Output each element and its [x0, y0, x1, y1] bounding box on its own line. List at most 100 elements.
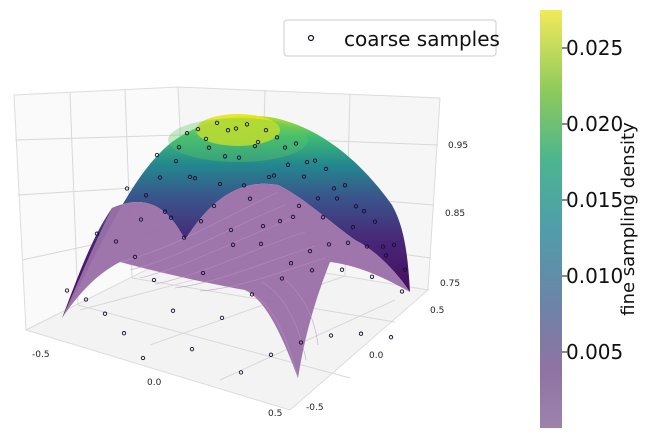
- coarse-sample-marker: [326, 242, 332, 247]
- colorbar-tick-label: 0.005: [566, 340, 623, 364]
- z-tick-label: 0.85: [445, 209, 465, 219]
- coarse-sample-marker: [200, 270, 206, 276]
- coarse-sample-marker: [94, 231, 100, 236]
- surface-back: [62, 115, 410, 318]
- coarse-sample-marker: [189, 346, 195, 352]
- coarse-sample-marker: [228, 227, 234, 233]
- coarse-sample-marker: [233, 126, 239, 131]
- colorbar-tick-label: 0.015: [566, 188, 623, 212]
- coarse-sample-marker: [176, 145, 182, 150]
- coarse-sample-marker: [328, 333, 334, 338]
- coarse-sample-marker: [244, 122, 250, 127]
- y-tick-label: 0.0: [369, 351, 384, 361]
- coarse-sample-marker: [211, 203, 217, 209]
- x-tick-label: -0.5: [32, 350, 50, 360]
- coarse-sample-marker: [206, 145, 212, 150]
- coarse-sample-marker: [391, 242, 397, 247]
- coarse-sample-marker: [138, 217, 144, 222]
- coarse-sample-marker: [170, 308, 176, 313]
- coarse-sample-marker: [225, 128, 231, 133]
- colorbar: 0.005 0.010 0.015 0.020 0.025 fine sampling …: [540, 10, 639, 428]
- coarse-sample-marker: [124, 186, 130, 191]
- coarse-sample-marker: [290, 214, 296, 220]
- coarse-sample-marker: [252, 143, 258, 149]
- coarse-sample-marker: [315, 196, 321, 201]
- coarse-sample-marker: [263, 127, 269, 133]
- surface-front: [62, 183, 410, 378]
- coarse-sample-marker: [372, 219, 378, 224]
- coarse-sample-marker: [238, 370, 244, 375]
- coarse-sample-marker: [184, 130, 190, 136]
- coarse-sample-marker: [298, 340, 304, 345]
- coarse-sample-marker: [219, 315, 225, 321]
- coarse-sample-marker: [162, 209, 168, 214]
- coarse-sample-marker: [320, 215, 326, 220]
- coarse-sample-marker: [323, 166, 329, 172]
- coarse-sample-marker: [312, 158, 318, 163]
- coarse-sample-marker: [342, 183, 348, 188]
- coarse-sample-marker: [279, 276, 285, 281]
- coarse-sample-marker: [154, 152, 160, 158]
- y-tick-label: 0.5: [430, 306, 444, 316]
- coarse-sample-marker: [173, 158, 179, 164]
- y-tick-label: -0.5: [306, 403, 324, 413]
- coarse-sample-marker: [151, 277, 157, 283]
- coarse-sample-markers: [64, 120, 408, 375]
- colorbar-gradient: [540, 10, 562, 428]
- coarse-sample-marker: [132, 254, 138, 260]
- coarse-sample-marker: [222, 154, 228, 159]
- coarse-sample-marker: [247, 196, 253, 201]
- coarse-sample-marker: [402, 267, 408, 272]
- coarse-sample-marker: [361, 209, 367, 214]
- coarse-sample-marker: [383, 253, 389, 258]
- coarse-sample-marker: [296, 203, 302, 209]
- coarse-sample-marker: [293, 141, 299, 146]
- coarse-sample-marker: [140, 355, 146, 361]
- colorbar-tick-label: 0.025: [566, 36, 623, 60]
- coarse-sample-marker: [282, 145, 288, 150]
- coarse-sample-marker: [271, 173, 277, 178]
- coarse-sample-marker: [83, 297, 89, 302]
- coarse-sample-marker: [258, 241, 264, 247]
- coarse-sample-marker: [181, 235, 187, 240]
- coarse-sample-marker: [277, 218, 283, 224]
- colorbar-tick-label: 0.020: [566, 112, 623, 136]
- coarse-sample-marker: [358, 331, 364, 336]
- coarse-sample-marker: [350, 225, 356, 230]
- coarse-sample-marker: [236, 155, 242, 160]
- x-tick-label: 0.0: [147, 378, 162, 388]
- coarse-sample-marker: [369, 274, 375, 279]
- coarse-sample-marker: [301, 174, 307, 179]
- coarse-sample-marker: [334, 196, 340, 201]
- coarse-sample-marker: [364, 244, 370, 249]
- coarse-sample-marker: [274, 135, 280, 140]
- colorbar-tick-label: 0.010: [566, 264, 623, 288]
- coarse-sample-marker: [331, 186, 337, 191]
- coarse-sample-marker: [192, 176, 198, 181]
- colorbar-label: fine sampling density: [618, 122, 639, 316]
- coarse-sample-marker: [214, 120, 220, 126]
- coarse-sample-marker: [195, 126, 201, 132]
- coarse-sample-marker: [113, 239, 119, 244]
- coarse-sample-marker: [249, 292, 255, 297]
- coarse-sample-marker: [168, 215, 174, 220]
- legend-marker-icon: [307, 34, 315, 42]
- coarse-sample-marker: [143, 193, 149, 198]
- legend-label: coarse samples: [344, 27, 500, 51]
- coarse-sample-marker: [64, 288, 70, 293]
- coarse-sample-marker: [203, 136, 209, 142]
- coarse-sample-marker: [198, 219, 204, 224]
- coarse-sample-marker: [255, 139, 261, 145]
- coarse-sample-marker: [268, 352, 274, 357]
- coarse-sample-marker: [399, 289, 405, 294]
- z-tick-label: 0.75: [440, 279, 460, 289]
- surface-peak: [196, 114, 280, 146]
- coarse-sample-marker: [309, 268, 315, 273]
- legend: coarse samples: [283, 19, 500, 57]
- coarse-sample-marker: [388, 335, 394, 340]
- coarse-sample-marker: [353, 204, 359, 209]
- coarse-sample-marker: [230, 242, 236, 247]
- coarse-sample-marker: [241, 183, 247, 188]
